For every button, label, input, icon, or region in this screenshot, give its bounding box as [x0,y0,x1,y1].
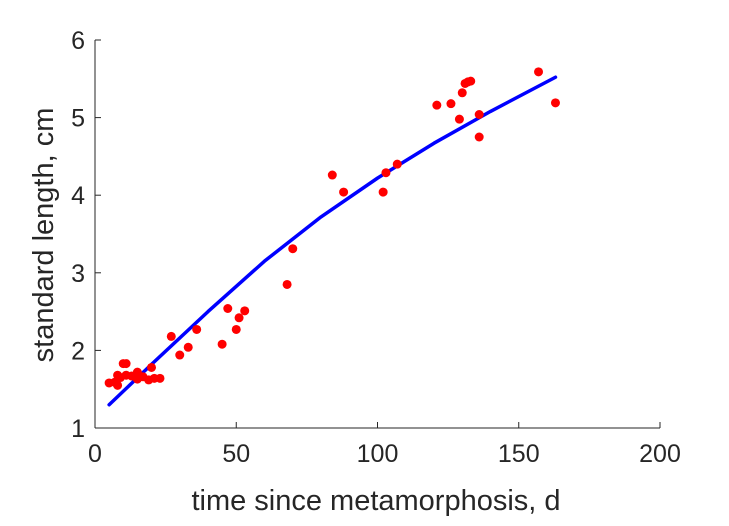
fit-curve-layer [107,75,558,407]
y-tick-label: 5 [71,105,85,133]
data-point [457,88,467,98]
data-point [392,159,402,169]
x-tick-label: 150 [498,440,540,468]
data-point [192,324,202,334]
data-point [113,380,123,390]
x-axis-label: time since metamorphosis, d [191,485,560,517]
data-point [454,114,464,124]
y-tick-label: 6 [71,27,85,55]
data-points-layer [104,67,560,390]
data-point [183,342,193,352]
data-point [550,98,560,108]
y-tick-label: 3 [71,260,85,288]
axes: 0 50 100 150 200 1 2 3 4 5 6 [71,27,681,468]
x-tick-label: 200 [639,440,681,468]
data-point [175,350,185,360]
y-tick-label: 1 [71,415,85,443]
data-point [432,100,442,110]
y-tick-label: 4 [71,182,85,210]
data-point [231,324,241,334]
data-point [147,362,156,372]
data-point [466,76,476,86]
data-point [234,313,244,323]
data-point [327,170,337,180]
fit-curve [107,75,558,407]
data-point [381,168,391,178]
data-point [155,373,165,383]
x-tick-label: 100 [357,440,399,468]
y-axis-label: standard length, cm [28,108,60,363]
x-tick-label: 0 [88,440,102,468]
data-point [378,187,388,197]
data-point [166,331,176,341]
y-tick-label: 2 [71,337,85,365]
data-point [446,99,456,109]
data-point [223,303,233,313]
data-point [282,279,292,289]
data-point [288,244,298,254]
data-point [217,339,227,349]
data-point [474,132,484,142]
data-point [121,359,131,369]
data-point [339,187,349,197]
x-tick-label: 50 [222,440,250,468]
data-point [534,67,544,77]
data-point [240,306,250,316]
data-point [474,109,484,119]
